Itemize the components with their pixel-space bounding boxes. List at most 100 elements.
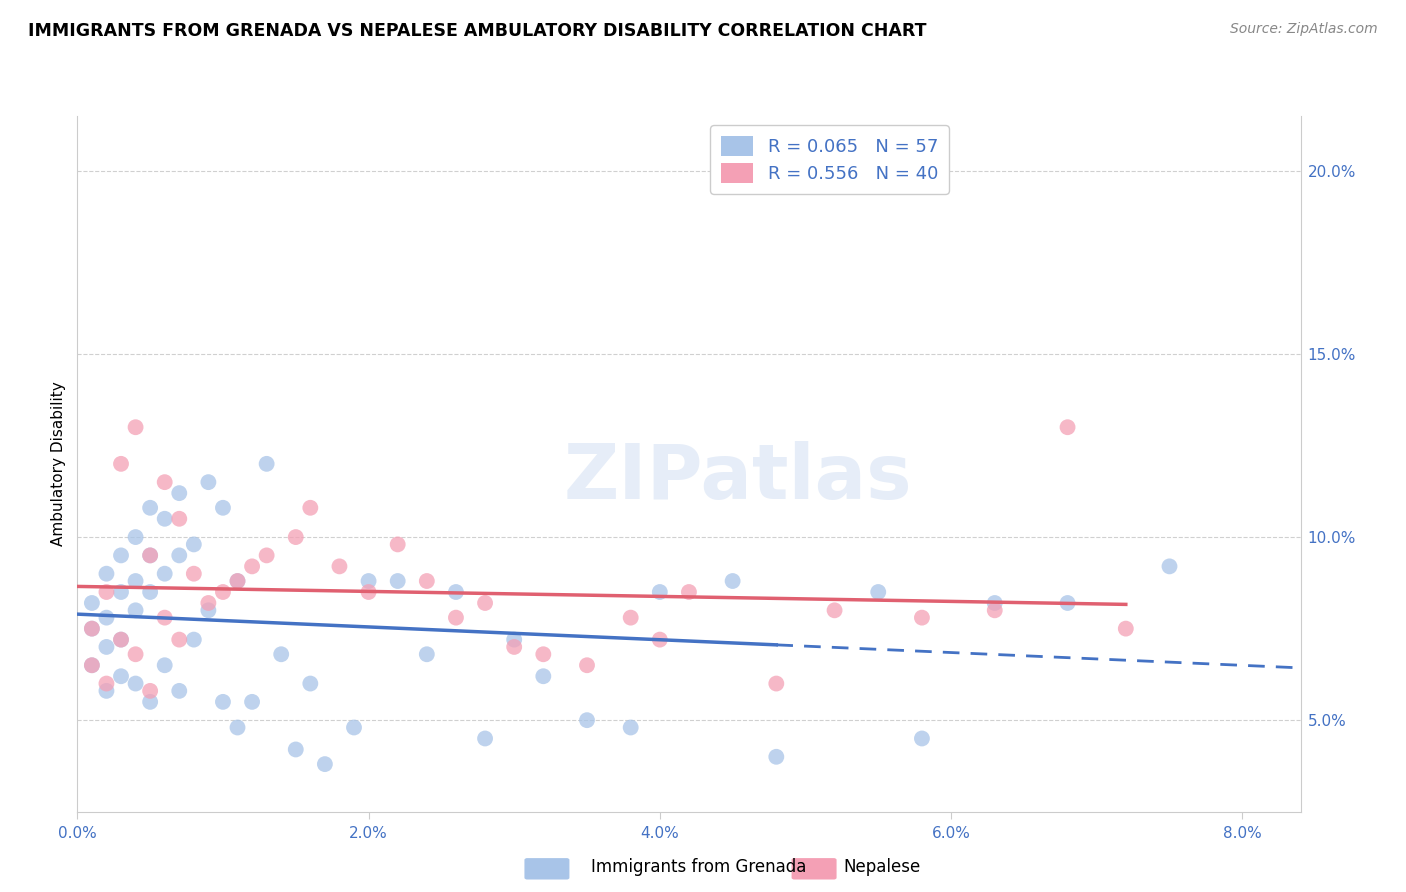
Point [139, 549, 162, 563]
Point [139, 695, 162, 709]
Point [387, 574, 409, 588]
Point [240, 695, 263, 709]
Point [169, 549, 191, 563]
Point [212, 695, 235, 709]
Point [474, 731, 496, 746]
Point [110, 549, 132, 563]
Point [357, 585, 380, 599]
Point [911, 731, 934, 746]
Point [124, 676, 146, 690]
Text: Nepalese: Nepalese [844, 858, 921, 876]
Point [721, 574, 744, 588]
Point [1115, 622, 1137, 636]
Point [169, 486, 191, 500]
Point [110, 632, 132, 647]
Point [153, 610, 176, 624]
Text: Immigrants from Grenada: Immigrants from Grenada [591, 858, 806, 876]
Point [984, 603, 1007, 617]
Point [576, 658, 599, 673]
Point [124, 647, 146, 661]
Point [765, 676, 787, 690]
Point [284, 742, 307, 756]
Point [620, 610, 643, 624]
Text: IMMIGRANTS FROM GRENADA VS NEPALESE AMBULATORY DISABILITY CORRELATION CHART: IMMIGRANTS FROM GRENADA VS NEPALESE AMBU… [28, 22, 927, 40]
Point [357, 574, 380, 588]
Point [153, 512, 176, 526]
Point [153, 475, 176, 490]
Point [503, 632, 526, 647]
Point [1159, 559, 1181, 574]
Point [328, 559, 350, 574]
Point [256, 549, 278, 563]
Point [96, 585, 118, 599]
Point [444, 610, 467, 624]
Point [139, 684, 162, 698]
Point [1056, 420, 1078, 434]
Point [80, 622, 103, 636]
Legend: R = 0.065   N = 57, R = 0.556   N = 40: R = 0.065 N = 57, R = 0.556 N = 40 [710, 125, 949, 194]
Point [620, 721, 643, 735]
Point [284, 530, 307, 544]
Point [256, 457, 278, 471]
Point [648, 585, 671, 599]
Point [110, 585, 132, 599]
Point [169, 632, 191, 647]
Y-axis label: Ambulatory Disability: Ambulatory Disability [51, 382, 66, 546]
Point [648, 632, 671, 647]
Point [124, 420, 146, 434]
Text: ZIPatlas: ZIPatlas [564, 441, 912, 515]
Point [416, 647, 439, 661]
Point [824, 603, 846, 617]
Point [911, 610, 934, 624]
Point [80, 622, 103, 636]
Point [576, 713, 599, 727]
Point [416, 574, 439, 588]
Point [183, 632, 205, 647]
Point [110, 457, 132, 471]
Point [96, 610, 118, 624]
Point [226, 574, 249, 588]
Point [765, 749, 787, 764]
Text: Source: ZipAtlas.com: Source: ZipAtlas.com [1230, 22, 1378, 37]
Point [387, 537, 409, 551]
Point [80, 596, 103, 610]
Point [124, 530, 146, 544]
Point [444, 585, 467, 599]
Point [531, 669, 554, 683]
Point [868, 585, 890, 599]
Point [139, 500, 162, 515]
Point [96, 676, 118, 690]
Point [124, 574, 146, 588]
Point [314, 757, 336, 772]
Point [212, 500, 235, 515]
Point [240, 559, 263, 574]
Point [96, 640, 118, 654]
Point [139, 585, 162, 599]
Point [678, 585, 700, 599]
Point [124, 603, 146, 617]
Point [226, 574, 249, 588]
Point [474, 596, 496, 610]
Point [197, 475, 219, 490]
Point [96, 684, 118, 698]
Point [197, 603, 219, 617]
Point [80, 658, 103, 673]
Point [299, 500, 322, 515]
Point [984, 596, 1007, 610]
Point [110, 669, 132, 683]
Point [153, 566, 176, 581]
Point [96, 566, 118, 581]
Point [503, 640, 526, 654]
Point [183, 566, 205, 581]
Point [169, 684, 191, 698]
Point [80, 658, 103, 673]
Point [343, 721, 366, 735]
Point [531, 647, 554, 661]
Point [197, 596, 219, 610]
Point [299, 676, 322, 690]
Point [270, 647, 292, 661]
Point [139, 549, 162, 563]
Point [169, 512, 191, 526]
Point [1056, 596, 1078, 610]
Point [153, 658, 176, 673]
